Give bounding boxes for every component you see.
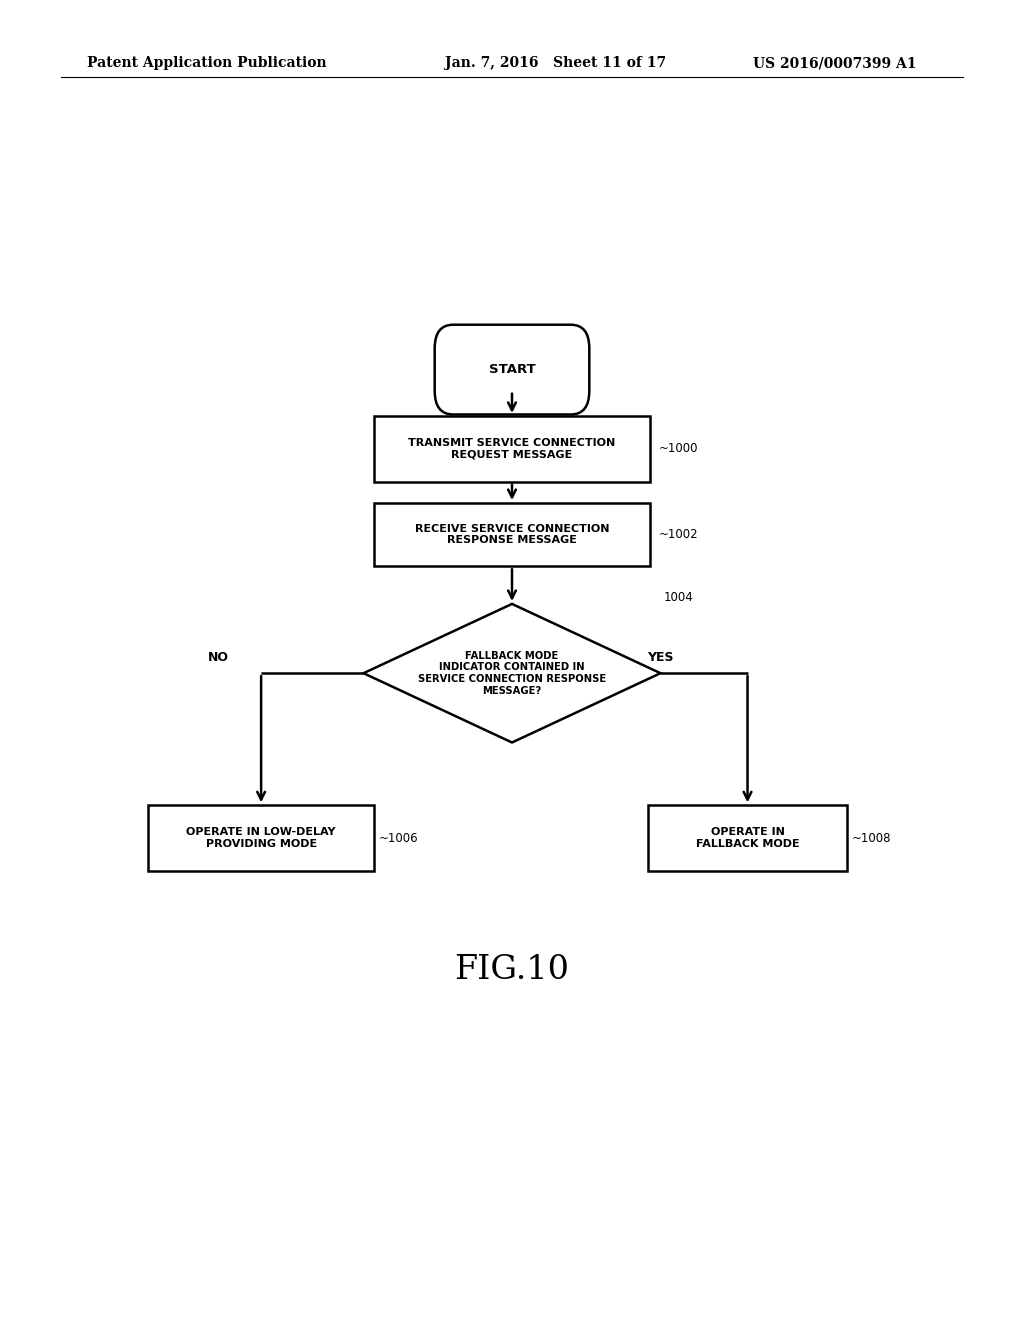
Text: YES: YES [647, 651, 674, 664]
Bar [647, 805, 847, 871]
Bar [374, 503, 650, 566]
Bar [148, 805, 374, 871]
Text: FIG.10: FIG.10 [455, 954, 569, 986]
Polygon shape [364, 605, 660, 742]
Text: TRANSMIT SERVICE CONNECTION
REQUEST MESSAGE: TRANSMIT SERVICE CONNECTION REQUEST MESS… [409, 438, 615, 459]
Text: OPERATE IN LOW-DELAY
PROVIDING MODE: OPERATE IN LOW-DELAY PROVIDING MODE [186, 828, 336, 849]
Text: 1004: 1004 [664, 591, 693, 605]
FancyBboxPatch shape [434, 325, 590, 414]
Text: OPERATE IN
FALLBACK MODE: OPERATE IN FALLBACK MODE [695, 828, 800, 849]
Text: START: START [488, 363, 536, 376]
Text: US 2016/0007399 A1: US 2016/0007399 A1 [753, 57, 916, 70]
Text: Jan. 7, 2016   Sheet 11 of 17: Jan. 7, 2016 Sheet 11 of 17 [445, 57, 667, 70]
Text: ~1008: ~1008 [852, 832, 892, 845]
Text: FALLBACK MODE
INDICATOR CONTAINED IN
SERVICE CONNECTION RESPONSE
MESSAGE?: FALLBACK MODE INDICATOR CONTAINED IN SER… [418, 651, 606, 696]
Text: Patent Application Publication: Patent Application Publication [87, 57, 327, 70]
Text: ~1002: ~1002 [658, 528, 698, 541]
Text: RECEIVE SERVICE CONNECTION
RESPONSE MESSAGE: RECEIVE SERVICE CONNECTION RESPONSE MESS… [415, 524, 609, 545]
Text: ~1000: ~1000 [658, 442, 698, 455]
Bar [374, 416, 650, 482]
Text: ~1006: ~1006 [379, 832, 419, 845]
Text: NO: NO [208, 651, 228, 664]
